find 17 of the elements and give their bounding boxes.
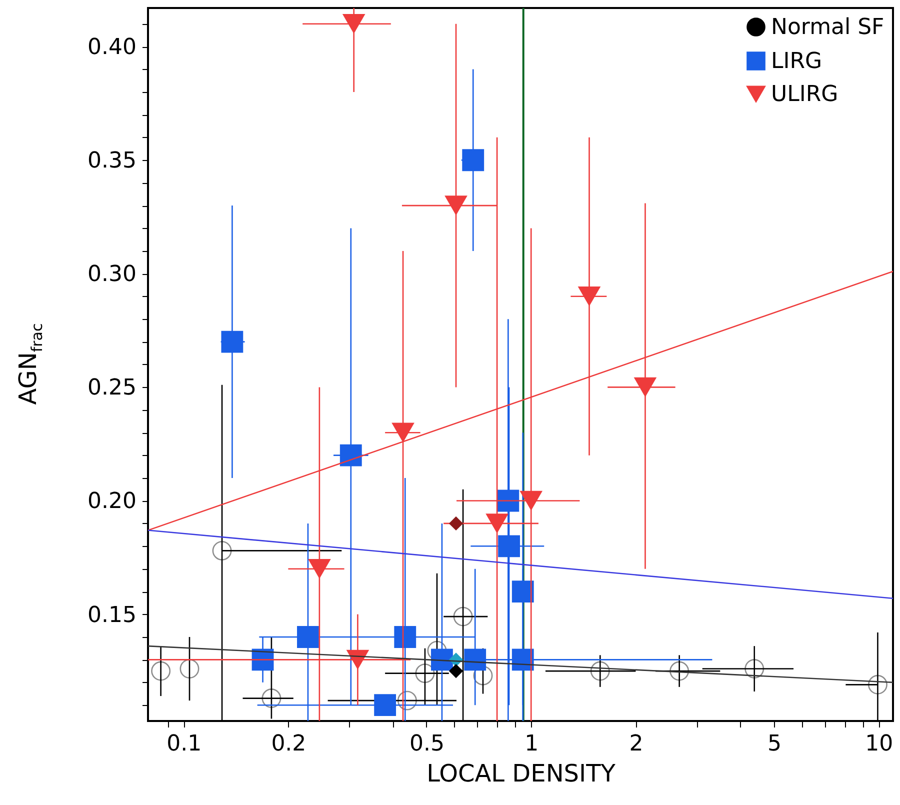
x-tick-label: 5 — [768, 732, 782, 756]
x-tick-label: 0.5 — [409, 732, 444, 756]
y-tick-label: 0.15 — [88, 602, 136, 628]
x-axis-title: LOCAL DENSITY — [426, 760, 616, 788]
x-tick-label: 0.2 — [271, 732, 306, 756]
y-tick-label: 0.25 — [88, 376, 136, 401]
y-tick-label: 0.30 — [88, 262, 136, 288]
legend-label: Normal SF — [771, 15, 884, 40]
x-tick-label: 10 — [865, 732, 894, 756]
y-tick-label: 0.20 — [88, 489, 136, 514]
legend-label: LIRG — [771, 49, 822, 74]
x-tick-label: 2 — [629, 732, 644, 756]
y-tick-label: 0.35 — [88, 148, 136, 174]
legend-label: ULIRG — [771, 82, 838, 107]
x-tick-label: 1 — [524, 732, 539, 756]
x-tick-label: 0.1 — [166, 732, 202, 756]
y-tick-label: 0.40 — [88, 35, 136, 60]
